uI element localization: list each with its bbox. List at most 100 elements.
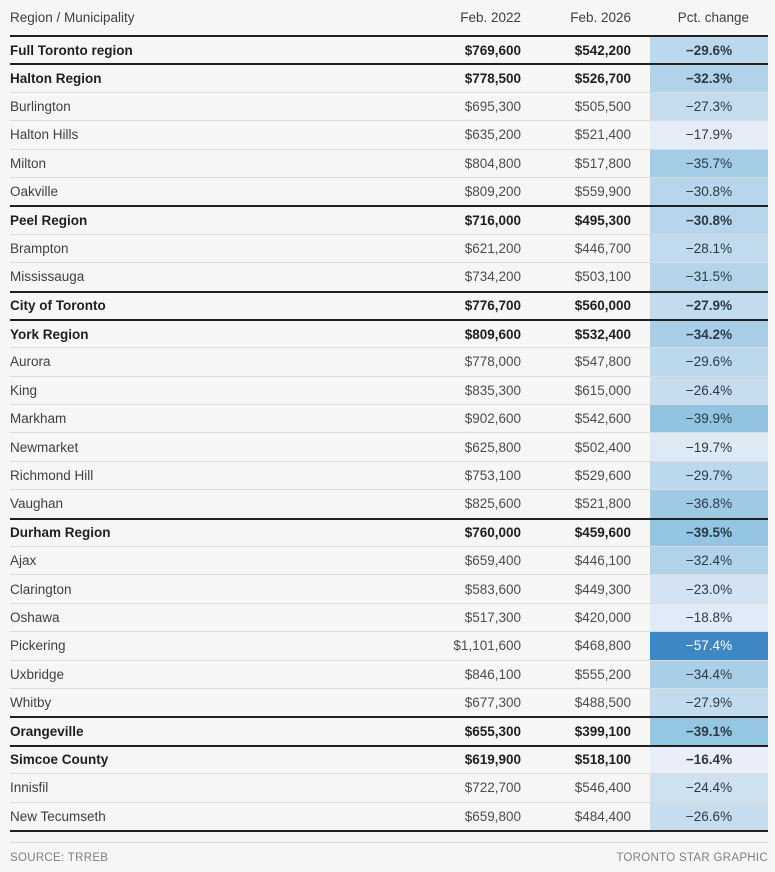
price-feb-2022: $677,300 [464, 695, 521, 711]
region-name: Clarington [10, 581, 72, 597]
price-feb-2026: $542,600 [574, 411, 631, 427]
price-feb-2022: $778,500 [464, 71, 521, 87]
price-feb-2022: $517,300 [464, 610, 521, 625]
price-feb-2026: $546,400 [574, 780, 631, 796]
price-feb-2026: $526,700 [574, 71, 631, 87]
price-feb-2026: $529,600 [574, 468, 631, 484]
region-name: Burlington [10, 98, 71, 114]
price-feb-2022: $769,600 [464, 42, 521, 58]
table-row: Whitby $677,300 $488,500 −27.9% [10, 687, 768, 717]
region-name: Ajax [10, 553, 37, 569]
price-feb-2022: $1,101,600 [453, 638, 521, 654]
region-name: Aurora [10, 354, 51, 370]
price-feb-2022: $659,400 [464, 553, 521, 569]
price-feb-2026: $532,400 [574, 326, 631, 342]
pct-change-cell: −34.2% [650, 320, 768, 348]
table-row: Simcoe County $619,900 $518,100 −16.4% [10, 744, 768, 774]
pct-change-cell: −30.8% [650, 177, 768, 206]
table-row: Full Toronto region $769,600 $542,200 −29.6… [10, 35, 768, 64]
table-row: Oshawa $517,300 $420,000 −18.8% [10, 602, 768, 632]
table-row: Vaughan $825,600 $521,800 −36.8% [10, 489, 768, 518]
price-feb-2026: $502,400 [574, 439, 631, 455]
table-row: Uxbridge $846,100 $555,200 −34.4% [10, 659, 768, 688]
table-row: Clarington $583,600 $449,300 −23.0% [10, 574, 768, 603]
price-feb-2026: $555,200 [574, 666, 631, 682]
price-feb-2026: $505,500 [574, 98, 631, 114]
region-name: York Region [10, 326, 89, 342]
region-name: Richmond Hill [10, 468, 94, 484]
pct-change-cell: −23.0% [650, 575, 768, 603]
table-row: Markham $902,600 $542,600 −39.9% [10, 404, 768, 433]
pct-change-cell: −26.6% [650, 802, 768, 830]
pct-change-cell: −35.7% [650, 149, 768, 177]
region-name: Uxbridge [10, 666, 65, 682]
pct-change-cell: −29.6% [650, 37, 768, 64]
price-feb-2026: $560,000 [574, 298, 631, 314]
price-feb-2022: $625,800 [464, 439, 521, 455]
region-name: Whitby [10, 695, 52, 711]
table-row: Burlington $695,300 $505,500 −27.3% [10, 91, 768, 121]
pct-change-cell: −34.4% [650, 660, 768, 688]
table-row: New Tecumseth $659,800 $484,400 −26.6% [10, 801, 768, 830]
pct-change-cell: −36.8% [650, 490, 768, 518]
table-row: Halton Hills $635,200 $521,400 −17.9% [10, 120, 768, 149]
table-row: King $835,300 $615,000 −26.4% [10, 375, 768, 405]
price-feb-2026: $503,100 [574, 269, 631, 285]
price-feb-2022: $902,600 [464, 411, 521, 427]
price-feb-2022: $776,700 [464, 298, 521, 314]
price-feb-2022: $695,300 [464, 98, 521, 114]
pct-change-cell: −24.4% [650, 774, 768, 802]
table-row: Aurora $778,000 $547,800 −29.6% [10, 347, 768, 376]
price-feb-2026: $542,200 [574, 42, 631, 58]
price-feb-2026: $559,900 [574, 184, 631, 200]
price-feb-2026: $446,700 [574, 240, 631, 256]
price-feb-2022: $734,200 [464, 269, 521, 285]
header-region-municipality: Region / Municipality [10, 10, 135, 25]
price-feb-2022: $716,000 [464, 213, 521, 229]
region-name: Simcoe County [10, 752, 109, 768]
table-row: Ajax $659,400 $446,100 −32.4% [10, 546, 768, 575]
price-feb-2022: $760,000 [464, 525, 521, 541]
table-row: Newmarket $625,800 $502,400 −19.7% [10, 432, 768, 461]
price-feb-2022: $583,600 [464, 581, 521, 597]
table-row: Halton Region $778,500 $526,700 −32.3% [10, 63, 768, 92]
pct-change-cell: −18.8% [650, 603, 768, 632]
price-feb-2026: $517,800 [574, 155, 631, 171]
region-name: Innisfil [10, 780, 49, 796]
pct-change-cell: −39.9% [650, 405, 768, 433]
table-row: Milton $804,800 $517,800 −35.7% [10, 148, 768, 177]
price-feb-2026: $518,100 [574, 752, 631, 768]
pct-change-cell: −57.4% [650, 632, 768, 660]
pct-change-cell: −17.9% [650, 121, 768, 149]
price-feb-2026: $399,100 [574, 724, 631, 740]
price-feb-2022: $835,300 [464, 382, 521, 398]
header-feb-2026: Feb. 2026 [570, 10, 631, 25]
pct-change-cell: −29.6% [650, 348, 768, 376]
price-feb-2026: $495,300 [574, 213, 631, 229]
pct-change-cell: −26.4% [650, 376, 768, 405]
price-feb-2022: $804,800 [464, 155, 521, 171]
pct-change-cell: −19.7% [650, 433, 768, 461]
pct-change-cell: −27.3% [650, 92, 768, 121]
price-feb-2026: $521,400 [574, 127, 631, 143]
pct-change-cell: −32.3% [650, 65, 768, 92]
table-row: Mississauga $734,200 $503,100 −31.5% [10, 262, 768, 291]
region-name: Durham Region [10, 525, 111, 541]
header-pct-change: Pct. change [677, 10, 749, 25]
region-name: Brampton [10, 240, 69, 256]
table-row: City of Toronto $776,700 $560,000 −27.9% [10, 290, 768, 319]
price-feb-2022: $621,200 [464, 240, 521, 256]
price-feb-2026: $615,000 [574, 382, 631, 398]
region-name: King [10, 382, 38, 398]
price-feb-2022: $753,100 [464, 468, 521, 484]
price-feb-2026: $468,800 [574, 638, 631, 654]
pct-change-cell: −27.9% [650, 688, 768, 717]
pct-change-cell: −32.4% [650, 547, 768, 575]
pct-change-cell: −28.1% [650, 234, 768, 263]
pct-change-cell: −30.8% [650, 207, 768, 234]
price-feb-2022: $619,900 [464, 752, 521, 768]
region-name: Halton Region [10, 71, 102, 87]
price-feb-2026: $488,500 [574, 695, 631, 711]
table-row: Oakville $809,200 $559,900 −30.8% [10, 176, 768, 206]
